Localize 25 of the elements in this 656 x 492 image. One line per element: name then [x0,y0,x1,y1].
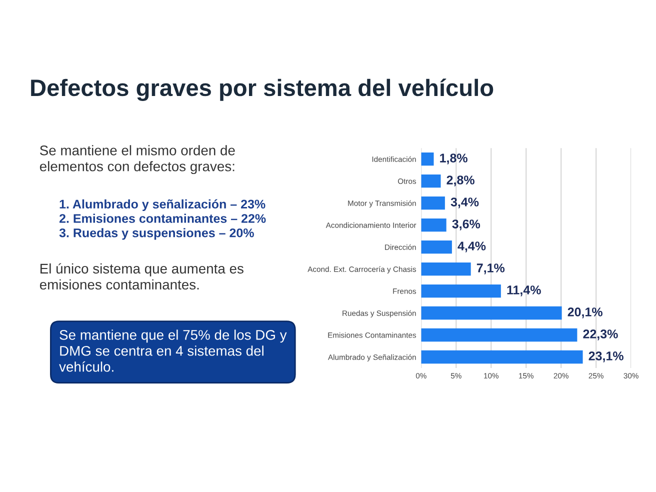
data-label: 2,8% [446,176,474,186]
text: El único sistema que aumenta es emisiones contaminantes. [40,263,244,290]
bar [421,262,471,276]
data-label: 1,8% [440,154,468,164]
bar [421,328,578,342]
data-label: 7,1% [476,264,505,274]
bar [421,218,446,232]
data-label: 4,4% [458,242,486,252]
bar [421,306,562,320]
data-label: 20,1% [568,308,602,318]
text: 1. Alumbrado y señalización – 23% 2. Emisiones contaminantes – 22% 3. Ruedas y suspensiones – 20% [59,199,266,240]
bar [421,240,452,254]
bar [421,350,583,364]
bar [421,174,441,188]
bar [421,196,445,210]
text: Se mantiene que el 75% de los DG y DMG se centra en 4 sistemas del vehículo. [59,330,287,372]
text: Se mantiene el mismo orden de elementos con defectos graves: [40,145,235,174]
data-label: 3,4% [450,198,479,208]
data-label: 22,3% [583,330,618,340]
bar [421,152,434,166]
chart-title: Defectos graves por sistema del vehículo [31,78,494,101]
data-label: 23,1% [588,352,624,362]
bar [421,284,501,298]
data-label: 3,6% [452,220,480,230]
data-label: 11,4% [507,286,541,296]
